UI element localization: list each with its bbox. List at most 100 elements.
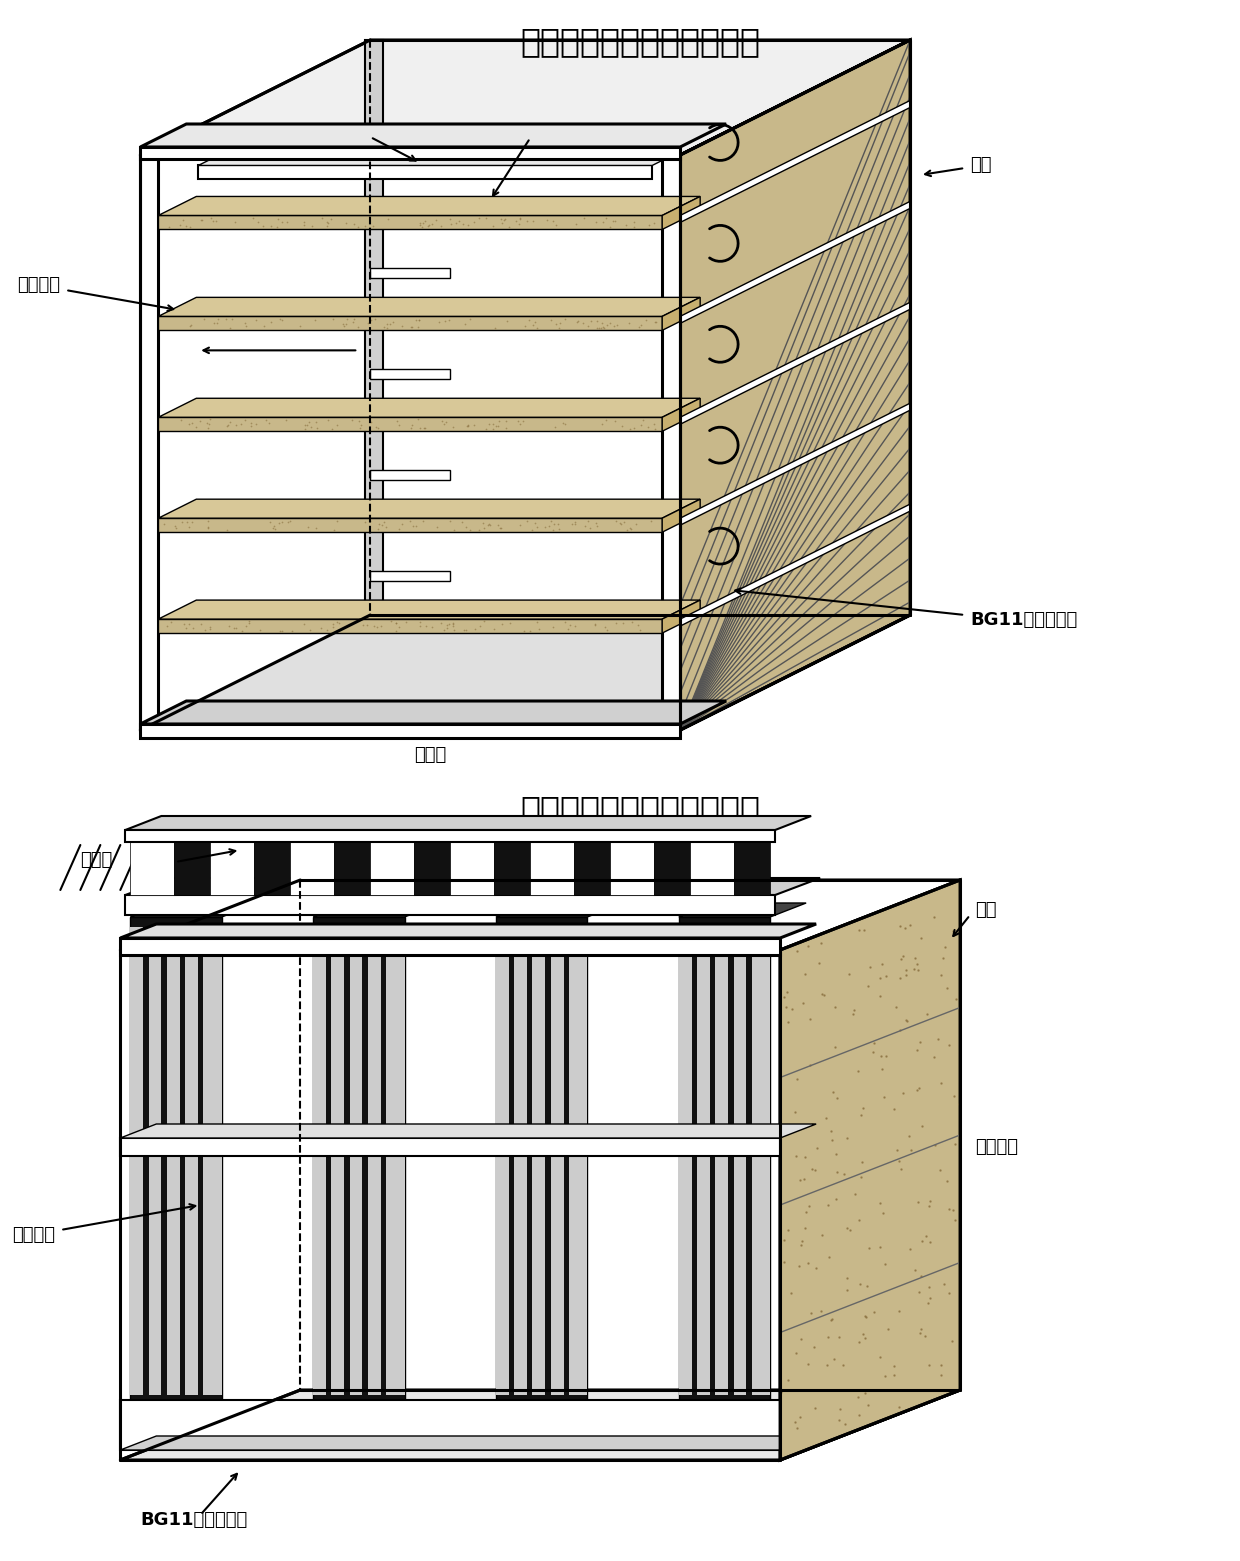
Point bbox=[613, 414, 632, 439]
Point bbox=[231, 411, 250, 436]
Point bbox=[322, 417, 342, 442]
Point bbox=[536, 515, 556, 540]
Point bbox=[541, 308, 560, 332]
Point bbox=[614, 509, 634, 534]
Point bbox=[201, 617, 221, 642]
Point bbox=[470, 613, 490, 638]
Point bbox=[453, 509, 472, 534]
Point bbox=[280, 509, 300, 534]
Point bbox=[270, 308, 290, 332]
Point bbox=[190, 409, 210, 434]
Point bbox=[361, 509, 381, 534]
Point bbox=[267, 215, 286, 240]
Point bbox=[646, 309, 666, 334]
Point bbox=[441, 211, 461, 236]
Point bbox=[511, 206, 531, 231]
Point bbox=[604, 209, 624, 234]
Point bbox=[299, 409, 319, 434]
Polygon shape bbox=[140, 724, 681, 738]
Polygon shape bbox=[681, 403, 910, 524]
Point bbox=[370, 512, 389, 537]
Point bbox=[491, 515, 511, 540]
Point bbox=[645, 417, 665, 442]
Polygon shape bbox=[335, 840, 371, 894]
Point bbox=[444, 610, 464, 635]
Point bbox=[492, 211, 512, 236]
Point bbox=[368, 517, 388, 542]
Polygon shape bbox=[678, 902, 806, 916]
Point bbox=[409, 308, 429, 332]
Point bbox=[403, 514, 423, 539]
Polygon shape bbox=[691, 832, 756, 840]
Point bbox=[594, 314, 614, 339]
Point bbox=[186, 415, 206, 440]
Point bbox=[474, 510, 494, 535]
Point bbox=[611, 512, 631, 537]
Point bbox=[639, 415, 658, 440]
Polygon shape bbox=[697, 927, 709, 1396]
Point bbox=[479, 512, 498, 537]
Point bbox=[544, 510, 564, 535]
Point bbox=[246, 308, 265, 332]
Point bbox=[587, 209, 606, 234]
Point bbox=[580, 515, 600, 540]
Polygon shape bbox=[211, 832, 277, 840]
Point bbox=[268, 206, 288, 231]
Polygon shape bbox=[125, 816, 811, 830]
Polygon shape bbox=[366, 41, 383, 615]
Point bbox=[362, 214, 382, 239]
Point bbox=[176, 214, 196, 239]
Polygon shape bbox=[532, 927, 546, 1396]
Polygon shape bbox=[655, 840, 691, 894]
Point bbox=[600, 311, 620, 336]
Point bbox=[377, 315, 397, 340]
Point bbox=[250, 618, 270, 643]
Point bbox=[458, 414, 477, 439]
Point bbox=[517, 208, 537, 233]
Point bbox=[376, 515, 396, 540]
Point bbox=[219, 409, 239, 434]
Point bbox=[527, 609, 547, 634]
Point bbox=[486, 414, 506, 439]
Point bbox=[432, 610, 451, 635]
Polygon shape bbox=[350, 927, 362, 1396]
Point bbox=[350, 415, 370, 440]
Point bbox=[262, 214, 281, 239]
Polygon shape bbox=[751, 927, 770, 1396]
Point bbox=[180, 515, 200, 540]
Point bbox=[440, 206, 460, 231]
Point bbox=[260, 309, 280, 334]
Point bbox=[388, 517, 408, 542]
Polygon shape bbox=[371, 832, 436, 840]
Polygon shape bbox=[159, 417, 662, 431]
Polygon shape bbox=[198, 165, 652, 180]
Polygon shape bbox=[678, 927, 692, 1396]
Point bbox=[631, 412, 651, 437]
Point bbox=[458, 212, 477, 237]
Point bbox=[440, 509, 460, 534]
Polygon shape bbox=[531, 832, 596, 840]
Point bbox=[387, 610, 407, 635]
Point bbox=[277, 209, 296, 234]
Point bbox=[622, 609, 642, 634]
Point bbox=[181, 411, 201, 436]
Polygon shape bbox=[140, 41, 910, 155]
Polygon shape bbox=[495, 840, 531, 894]
Point bbox=[407, 514, 427, 539]
Point bbox=[295, 412, 315, 437]
Point bbox=[374, 509, 394, 534]
Point bbox=[510, 206, 529, 231]
Point bbox=[525, 510, 544, 535]
Point bbox=[177, 509, 197, 534]
Point bbox=[512, 407, 532, 432]
Polygon shape bbox=[290, 832, 356, 840]
Point bbox=[567, 309, 587, 334]
Point bbox=[324, 306, 343, 331]
Point bbox=[506, 208, 526, 233]
Point bbox=[414, 415, 434, 440]
Polygon shape bbox=[140, 615, 910, 731]
Point bbox=[646, 309, 666, 334]
Point bbox=[624, 215, 644, 240]
Point bbox=[402, 412, 422, 437]
Point bbox=[559, 613, 579, 638]
